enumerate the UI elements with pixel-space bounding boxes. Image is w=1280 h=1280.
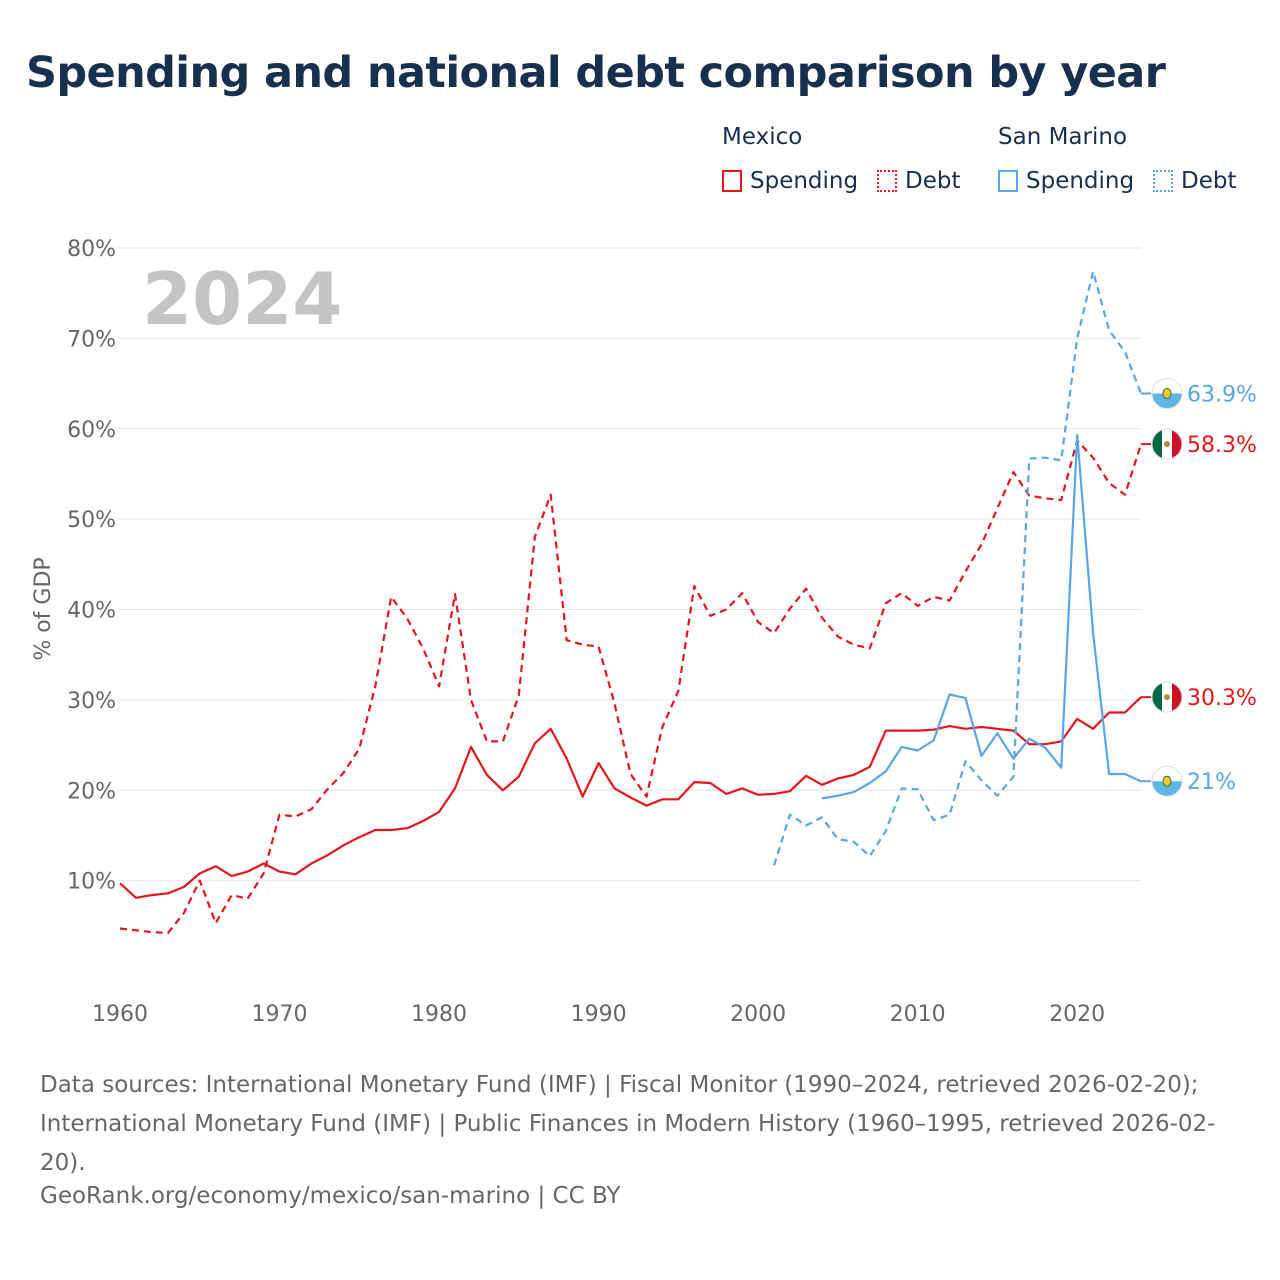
credit-link[interactable]: GeoRank.org/economy/mexico/san-marino | … — [40, 1183, 621, 1209]
legend-swatch-dotted-icon — [877, 170, 897, 192]
legend-group-mexico: Mexico — [722, 124, 803, 150]
legend-group-san-marino: San Marino — [998, 124, 1128, 150]
san-marino-flag-icon — [1151, 378, 1183, 410]
y-tick-label: 80% — [67, 237, 116, 262]
mexico-flag-icon — [1151, 428, 1183, 460]
y-tick-label: 20% — [67, 779, 116, 804]
y-axis: 10% 20% 30% 40% 50% 60% 70% 80% — [67, 237, 116, 895]
x-tick-label: 2000 — [730, 1002, 786, 1027]
line-chart: 2024 10%20%30%40%50%60%70%80% 1960 1970 19… — [31, 237, 1257, 1027]
legend-item-mexico-debt[interactable]: Debt — [877, 168, 960, 194]
x-tick-label: 2020 — [1049, 1002, 1105, 1027]
end-value-label: 63.9% — [1187, 383, 1257, 408]
series-line-san-marino-debt[interactable] — [773, 270, 1143, 866]
mexico-flag-icon — [1151, 681, 1183, 713]
legend-label: Debt — [1181, 168, 1237, 194]
legend-swatch-dotted-icon — [1153, 170, 1173, 192]
y-axis-label: % of GDP — [31, 557, 56, 660]
x-axis: 1960 1970 1980 1990 2000 2010 2020 — [92, 1002, 1105, 1027]
legend-label: Spending — [1026, 168, 1135, 194]
x-tick-label: 1990 — [571, 1002, 627, 1027]
chart-title: Spending and national debt comparison by… — [26, 48, 1166, 98]
year-watermark: 2024 — [142, 257, 342, 341]
y-tick-label: 70% — [67, 327, 116, 352]
data-sources: Data sources: International Monetary Fun… — [40, 1072, 1216, 1176]
y-tick-label: 30% — [67, 689, 116, 714]
y-tick-label: 50% — [67, 508, 116, 533]
series-line-san-marino-spending[interactable] — [821, 434, 1142, 800]
end-labels: 30.3% 58.3% 21% 63.9% — [1141, 378, 1257, 797]
legend-swatch-solid-icon — [998, 170, 1018, 192]
end-value-label: 58.3% — [1187, 433, 1257, 458]
x-tick-label: 2010 — [890, 1002, 946, 1027]
series — [119, 270, 1143, 935]
x-tick-label: 1960 — [92, 1002, 148, 1027]
y-tick-label: 10% — [67, 870, 116, 895]
x-tick-label: 1980 — [411, 1002, 467, 1027]
legend-item-mexico-spending[interactable]: Spending — [722, 168, 858, 194]
end-value-label: 21% — [1187, 770, 1236, 795]
legend-label: Spending — [750, 168, 859, 194]
end-value-label: 30.3% — [1187, 686, 1257, 711]
legend-item-san-marino-spending[interactable]: Spending — [998, 168, 1134, 194]
series-line-mexico-spending[interactable] — [119, 696, 1142, 899]
san-marino-flag-icon — [1151, 765, 1183, 797]
legend-item-san-marino-debt[interactable]: Debt — [1153, 168, 1236, 194]
gridlines — [118, 247, 1141, 882]
y-tick-label: 40% — [67, 599, 116, 624]
series-line-mexico-debt[interactable] — [119, 439, 1143, 935]
x-tick-label: 1970 — [252, 1002, 308, 1027]
legend-swatch-solid-icon — [722, 170, 742, 192]
legend-label: Debt — [905, 168, 961, 194]
y-tick-label: 60% — [67, 418, 116, 443]
